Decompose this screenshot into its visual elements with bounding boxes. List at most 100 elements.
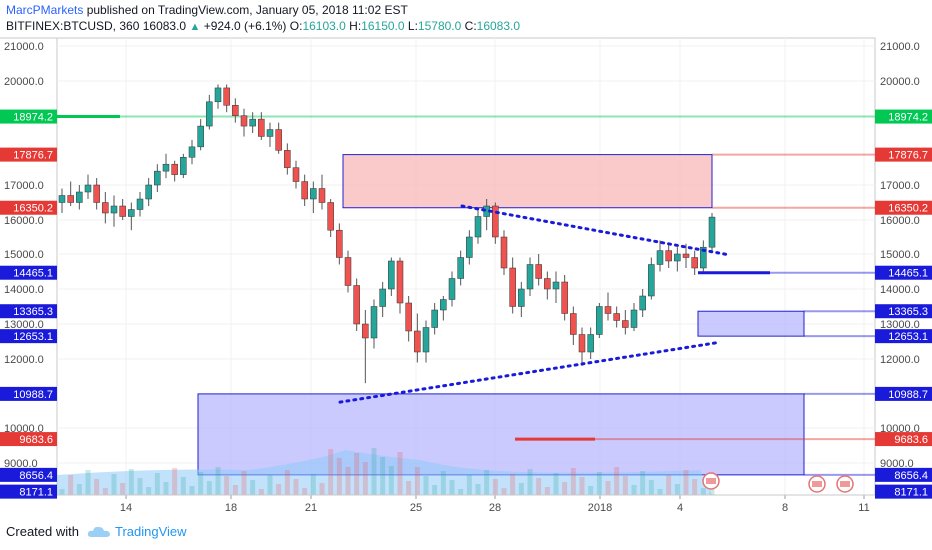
volume-bar <box>553 473 559 495</box>
volume-bar <box>354 453 360 495</box>
price-badge-left-text: 12653.1 <box>13 331 53 343</box>
author-link[interactable]: MarcPMarkets <box>6 3 84 17</box>
zone-layer <box>197 154 805 476</box>
candle-up <box>197 125 204 148</box>
price-badge-right-text: 8171.1 <box>894 487 928 499</box>
price-change: +924.0 (+6.1%) <box>203 19 287 33</box>
us-flag-icon-stripe <box>840 481 850 487</box>
volume-bar <box>683 470 689 495</box>
volume-bar <box>622 476 628 495</box>
y-tick-label-left: 16000.0 <box>4 215 44 227</box>
candle-up <box>587 334 594 353</box>
candle-down <box>258 118 265 137</box>
volume-bar <box>484 470 490 495</box>
candle-down <box>561 281 568 314</box>
y-tick-label-left: 21000.0 <box>4 41 44 53</box>
volume-bar <box>596 472 602 495</box>
low-value: 15780.0 <box>417 19 462 33</box>
candle-down <box>292 167 300 182</box>
candle-up <box>249 118 256 127</box>
price-badge-right-text: 18974.2 <box>888 112 928 124</box>
volume-bar <box>284 470 290 495</box>
price-badge-right-text: 9683.6 <box>894 434 928 446</box>
price-badge-right <box>875 265 932 280</box>
volume-bar <box>414 467 420 495</box>
y-tick-label-right: 9000.0 <box>880 458 914 470</box>
y-tick-label-right: 16000.0 <box>880 215 920 227</box>
volume-bar <box>674 484 680 495</box>
price-badge-right <box>875 200 932 215</box>
candle-down <box>622 320 629 328</box>
low-label: L: <box>407 19 418 33</box>
candle-up <box>440 299 447 311</box>
volume-bar <box>648 480 654 495</box>
price-badge-left-text: 16350.2 <box>13 203 53 215</box>
candle-up <box>154 170 161 186</box>
volume-bar <box>605 481 611 495</box>
volume-bar <box>293 479 299 495</box>
trendline-lower <box>338 340 722 404</box>
volume-bar <box>588 486 594 495</box>
volume-bar <box>232 485 238 495</box>
volume-bar <box>579 477 585 495</box>
volume-bar <box>397 452 403 495</box>
price-badge-right <box>875 109 932 124</box>
candle-up <box>206 101 213 127</box>
price-badge-left-text: 8656.4 <box>19 470 53 482</box>
candle-down <box>344 257 352 286</box>
candle-up <box>188 146 196 158</box>
candle-down <box>405 302 412 332</box>
candle-up <box>639 295 646 311</box>
x-tick-label: 11 <box>858 502 869 514</box>
x-tick-label: 21 <box>305 502 317 514</box>
candle-down <box>665 250 672 262</box>
x-tick-label: 4 <box>677 502 683 514</box>
price-badge-left-text: 10988.7 <box>13 389 53 401</box>
price-badge-right <box>875 329 932 344</box>
price-badge-right-text: 8656.4 <box>894 470 928 482</box>
volume-bar <box>336 458 342 495</box>
volume-bar <box>440 471 446 495</box>
y-tick-label-right: 15000.0 <box>880 249 920 261</box>
y-tick-label-right: 13000.0 <box>880 319 920 331</box>
volume-bar <box>120 483 126 495</box>
price-badge-right <box>875 147 932 162</box>
price-badge-right <box>875 304 932 319</box>
candle-down <box>414 330 421 353</box>
price-badge-right <box>875 432 932 447</box>
volume-bar <box>449 480 455 495</box>
close-value: 16083.0 <box>476 19 521 33</box>
volume-bar <box>146 487 152 495</box>
price-badge-right-text: 13365.3 <box>888 306 928 318</box>
open-label: O: <box>289 19 303 33</box>
volume-bar <box>631 485 637 495</box>
volume-bar <box>215 467 221 495</box>
candle-down <box>509 267 516 307</box>
y-tick-label-left: 9000.0 <box>4 458 38 470</box>
tradingview-logo[interactable]: TradingView <box>87 524 187 539</box>
high-label: H: <box>349 19 362 33</box>
volume-bar <box>562 482 568 495</box>
candle-up <box>474 216 482 238</box>
volume-bar <box>640 471 646 495</box>
price-badge-left <box>0 200 57 215</box>
price-badge-right-text: 16350.2 <box>888 203 928 215</box>
volume-bar <box>666 475 672 495</box>
event-layer[interactable] <box>702 472 854 493</box>
us-flag-icon-stripe <box>706 478 716 484</box>
y-tick-label-right: 21000.0 <box>880 41 920 53</box>
x-tick-label: 28 <box>489 502 501 514</box>
candle-down <box>544 278 551 290</box>
volume-bar <box>536 478 542 495</box>
candle-down <box>362 323 369 339</box>
candle-down <box>353 285 360 325</box>
price-badge-left <box>0 329 57 344</box>
volume-bar <box>544 487 550 495</box>
candle-up <box>136 198 144 210</box>
candle-up <box>422 327 430 353</box>
symbol-label: BITFINEX:BTCUSD, 360 <box>6 19 140 33</box>
volume-bar <box>276 484 282 495</box>
volume-bar <box>137 478 143 495</box>
volume-bar <box>250 480 256 495</box>
